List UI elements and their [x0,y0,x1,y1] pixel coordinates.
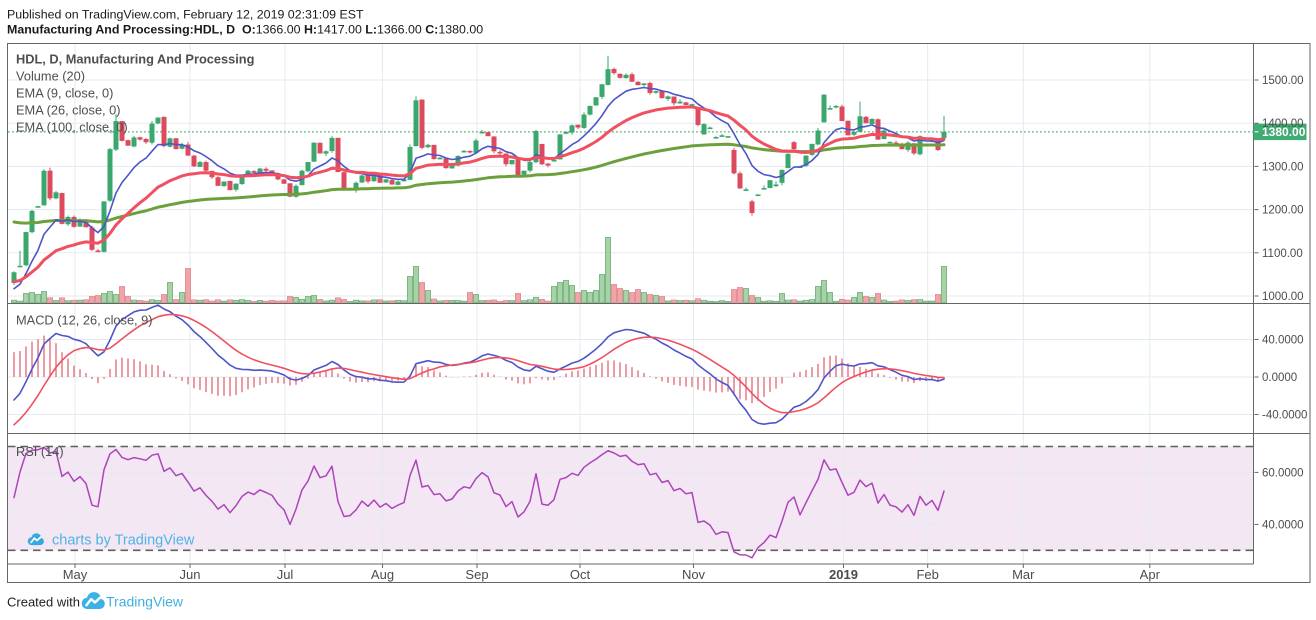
svg-text:EMA (9, close, 0): EMA (9, close, 0) [16,86,113,101]
svg-text:2019: 2019 [829,567,858,582]
svg-text:Manufacturing And Processing:H: Manufacturing And Processing:HDL, D O:13… [7,23,483,37]
svg-text:40.0000: 40.0000 [1262,335,1304,347]
svg-text:Oct: Oct [570,567,591,582]
svg-text:Sep: Sep [465,567,488,582]
svg-text:1000.00: 1000.00 [1262,291,1304,303]
svg-text:TradingView: TradingView [106,594,184,610]
svg-text:May: May [63,567,88,582]
svg-text:Created with: Created with [7,595,80,610]
svg-text:40.0000: 40.0000 [1262,519,1304,531]
svg-text:1500.00: 1500.00 [1262,75,1304,87]
svg-text:Apr: Apr [1140,567,1161,582]
svg-text:Published on TradingView.com,: Published on TradingView.com, February 1… [7,8,364,22]
svg-text:1100.00: 1100.00 [1262,248,1303,260]
svg-text:1200.00: 1200.00 [1262,205,1304,217]
svg-text:EMA (100, close, 0): EMA (100, close, 0) [16,120,128,135]
svg-text:EMA (26, close, 0): EMA (26, close, 0) [16,103,121,118]
svg-text:charts by TradingView: charts by TradingView [52,533,195,549]
svg-text:Volume (20): Volume (20) [16,69,85,84]
svg-text:HDL, D, Manufacturing And Proc: HDL, D, Manufacturing And Processing [16,52,254,67]
svg-text:Feb: Feb [916,567,938,582]
svg-text:Mar: Mar [1012,567,1035,582]
svg-text:RSI (14): RSI (14) [16,444,64,459]
svg-text:Nov: Nov [682,567,706,582]
svg-text:60.0000: 60.0000 [1262,467,1304,479]
svg-text:1300.00: 1300.00 [1262,161,1304,173]
svg-text:MACD (12, 26, close, 9): MACD (12, 26, close, 9) [16,313,153,328]
svg-text:1400.00: 1400.00 [1262,118,1304,130]
svg-text:-40.0000: -40.0000 [1262,410,1307,422]
svg-text:Aug: Aug [371,567,394,582]
svg-text:Jul: Jul [277,567,294,582]
svg-text:Jun: Jun [180,567,201,582]
svg-text:0.0000: 0.0000 [1262,372,1297,384]
svg-text:1380.00: 1380.00 [1262,125,1306,139]
